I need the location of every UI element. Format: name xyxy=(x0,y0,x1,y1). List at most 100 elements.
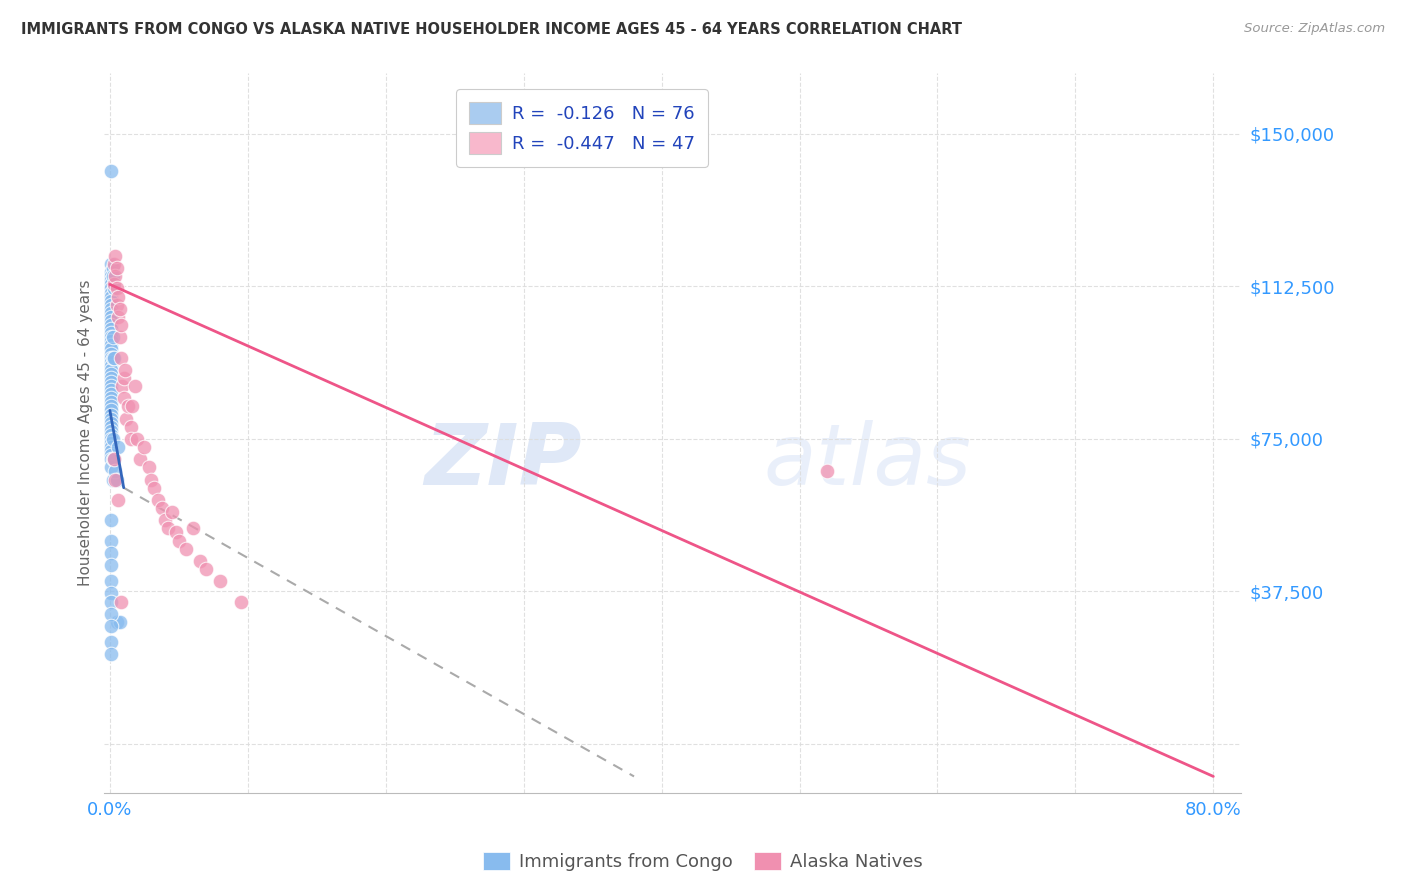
Point xyxy=(100,338,122,352)
Point xyxy=(105,281,128,295)
Point xyxy=(100,163,122,178)
Point xyxy=(100,387,122,401)
Point xyxy=(138,460,160,475)
Point xyxy=(229,594,252,608)
Point xyxy=(174,541,197,556)
Point xyxy=(117,400,139,414)
Point xyxy=(100,635,122,649)
Point xyxy=(156,521,179,535)
Point xyxy=(124,379,146,393)
Point xyxy=(111,379,134,393)
Point xyxy=(120,419,142,434)
Point xyxy=(103,351,125,365)
Y-axis label: Householder Income Ages 45 - 64 years: Householder Income Ages 45 - 64 years xyxy=(79,279,93,586)
Point xyxy=(100,428,122,442)
Point xyxy=(100,533,122,548)
Point xyxy=(100,411,122,425)
Point xyxy=(167,533,190,548)
Point xyxy=(209,574,232,589)
Point xyxy=(100,281,122,295)
Point xyxy=(100,334,122,349)
Point xyxy=(101,330,124,344)
Point xyxy=(129,452,152,467)
Point xyxy=(100,273,122,287)
Point xyxy=(100,391,122,405)
Point xyxy=(103,452,125,467)
Point xyxy=(100,395,122,409)
Point xyxy=(105,298,128,312)
Point xyxy=(181,521,204,535)
Point xyxy=(103,281,125,295)
Point xyxy=(107,290,129,304)
Point xyxy=(100,301,122,316)
Point xyxy=(105,615,128,629)
Text: IMMIGRANTS FROM CONGO VS ALASKA NATIVE HOUSEHOLDER INCOME AGES 45 - 64 YEARS COR: IMMIGRANTS FROM CONGO VS ALASKA NATIVE H… xyxy=(21,22,962,37)
Point xyxy=(100,440,122,454)
Point xyxy=(141,473,163,487)
Point xyxy=(100,594,122,608)
Point xyxy=(100,546,122,560)
Point xyxy=(100,285,122,300)
Point xyxy=(100,306,122,320)
Point xyxy=(100,379,122,393)
Point xyxy=(100,346,122,360)
Point xyxy=(188,554,211,568)
Point xyxy=(100,419,122,434)
Point xyxy=(100,436,122,450)
Point xyxy=(108,301,131,316)
Point xyxy=(146,492,169,507)
Point xyxy=(120,432,142,446)
Point xyxy=(100,359,122,373)
Point xyxy=(100,619,122,633)
Text: atlas: atlas xyxy=(763,420,972,503)
Point xyxy=(100,298,122,312)
Point xyxy=(100,310,122,324)
Point xyxy=(100,375,122,389)
Point xyxy=(150,501,173,516)
Point xyxy=(107,492,129,507)
Point xyxy=(103,452,125,467)
Point xyxy=(100,343,122,357)
Point xyxy=(100,586,122,600)
Point xyxy=(100,314,122,328)
Point xyxy=(121,400,143,414)
Point xyxy=(153,513,176,527)
Legend: Immigrants from Congo, Alaska Natives: Immigrants from Congo, Alaska Natives xyxy=(475,845,931,879)
Point xyxy=(100,444,122,458)
Point xyxy=(115,411,138,425)
Point xyxy=(134,440,156,454)
Point xyxy=(143,481,166,495)
Point xyxy=(100,513,122,527)
Point xyxy=(100,432,122,446)
Point xyxy=(101,473,124,487)
Point xyxy=(108,330,131,344)
Point xyxy=(100,354,122,368)
Point xyxy=(100,265,122,279)
Point xyxy=(100,367,122,381)
Point xyxy=(815,465,838,479)
Point xyxy=(100,351,122,365)
Point xyxy=(100,424,122,438)
Point xyxy=(105,261,128,276)
Point xyxy=(100,326,122,341)
Point xyxy=(100,383,122,397)
Point xyxy=(101,452,124,467)
Point xyxy=(100,416,122,430)
Point xyxy=(127,432,149,446)
Point xyxy=(195,562,218,576)
Point xyxy=(100,293,122,308)
Point xyxy=(104,269,127,284)
Point xyxy=(100,648,122,662)
Point xyxy=(103,257,125,271)
Point xyxy=(100,400,122,414)
Point xyxy=(104,465,127,479)
Point xyxy=(100,290,122,304)
Point xyxy=(100,257,122,271)
Point xyxy=(103,277,125,292)
Point xyxy=(100,460,122,475)
Point xyxy=(100,403,122,417)
Point xyxy=(100,363,122,377)
Point xyxy=(112,391,135,405)
Point xyxy=(100,558,122,572)
Text: Source: ZipAtlas.com: Source: ZipAtlas.com xyxy=(1244,22,1385,36)
